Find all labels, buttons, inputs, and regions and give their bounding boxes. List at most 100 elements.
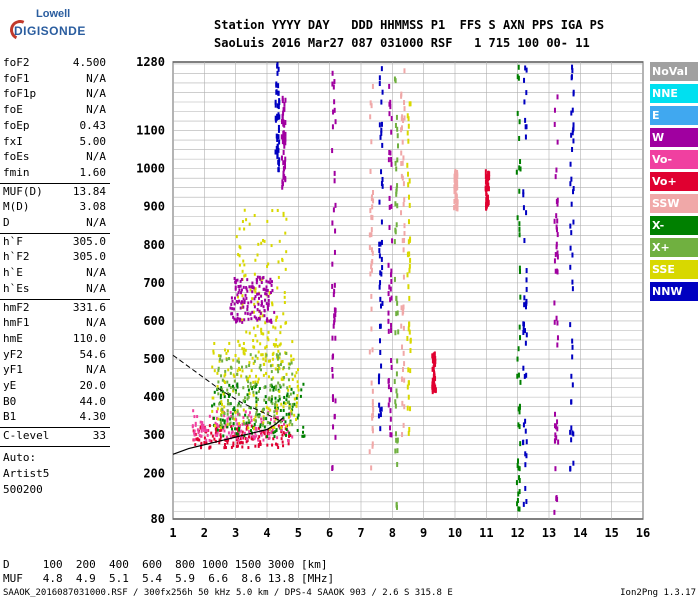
- echo-point: [193, 415, 196, 419]
- echo-point: [569, 161, 572, 167]
- echo-point: [260, 420, 263, 424]
- echo-point: [390, 161, 393, 167]
- echo-point: [369, 208, 372, 214]
- echo-point: [263, 362, 266, 366]
- echo-point: [432, 377, 435, 383]
- echo-point: [194, 432, 197, 436]
- echo-point: [394, 227, 397, 233]
- echo-point: [277, 147, 280, 153]
- echo-point: [248, 222, 251, 226]
- echo-point: [570, 132, 573, 138]
- echo-point: [379, 407, 382, 413]
- echo-point: [250, 300, 253, 304]
- param-label: h`E: [3, 266, 23, 280]
- echo-point: [257, 296, 260, 300]
- echo-point: [241, 318, 244, 322]
- echo-point: [243, 208, 246, 212]
- echo-point: [394, 160, 397, 166]
- y-tick-label: 1100: [136, 124, 165, 138]
- echo-point: [221, 359, 224, 363]
- echo-point: [256, 339, 259, 343]
- echo-point: [262, 415, 265, 419]
- echo-point: [402, 304, 405, 310]
- echo-point: [216, 385, 219, 389]
- echo-point: [217, 424, 220, 428]
- echo-point: [230, 312, 233, 316]
- echo-point: [334, 119, 337, 125]
- echo-point: [286, 394, 289, 398]
- echo-point: [284, 402, 287, 406]
- echo-point: [238, 441, 241, 445]
- param-label: hmF1: [3, 316, 30, 330]
- echo-point: [211, 434, 214, 438]
- echo-point: [257, 444, 260, 448]
- echo-point: [282, 416, 285, 420]
- echo-point: [264, 355, 267, 359]
- echo-point: [403, 100, 406, 106]
- echo-point: [408, 202, 411, 208]
- echo-point: [238, 263, 241, 267]
- echo-point: [276, 355, 279, 359]
- echo-point: [237, 438, 240, 442]
- echo-point: [432, 356, 435, 362]
- echo-point: [236, 316, 239, 320]
- echo-point: [380, 239, 383, 245]
- echo-point: [227, 431, 230, 435]
- echo-point: [277, 275, 280, 279]
- echo-point: [245, 287, 248, 291]
- echo-point: [518, 477, 521, 483]
- echo-point: [275, 411, 278, 415]
- param-value: 4.500: [72, 56, 106, 69]
- echo-point: [242, 415, 245, 419]
- echo-point: [371, 412, 374, 418]
- echo-point: [371, 83, 374, 89]
- echo-point: [402, 422, 405, 428]
- echo-point: [269, 421, 272, 425]
- echo-point: [220, 423, 223, 427]
- echo-point: [515, 169, 518, 175]
- echo-point: [290, 361, 293, 365]
- echo-point: [454, 175, 457, 181]
- echo-point: [211, 365, 214, 369]
- echo-point: [243, 422, 246, 426]
- echo-point: [302, 382, 305, 386]
- echo-point: [296, 380, 299, 384]
- echo-point: [282, 121, 285, 127]
- echo-point: [257, 438, 260, 442]
- echo-point: [283, 140, 286, 146]
- echo-point: [274, 149, 277, 155]
- echo-point: [569, 245, 572, 251]
- echo-point: [253, 359, 256, 363]
- echo-point: [280, 402, 283, 406]
- echo-point: [555, 224, 558, 230]
- echo-point: [522, 321, 525, 327]
- echo-point: [233, 296, 236, 300]
- echo-point: [282, 401, 285, 405]
- echo-point: [249, 385, 252, 389]
- param-row: D N/A: [0, 216, 110, 233]
- echo-point: [407, 367, 410, 373]
- echo-point: [198, 438, 201, 442]
- echo-point: [249, 288, 252, 292]
- echo-point: [258, 309, 261, 313]
- echo-point: [333, 413, 336, 419]
- echo-point: [556, 250, 559, 256]
- echo-point: [201, 421, 204, 425]
- echo-point: [243, 431, 246, 435]
- echo-point: [224, 369, 227, 373]
- header-values: SaoLuis 2016 Mar27 087 031000 RSF 1 715 …: [214, 36, 590, 50]
- echo-point: [333, 170, 336, 176]
- echo-point: [226, 417, 229, 421]
- echo-point: [238, 368, 241, 372]
- echo-point: [259, 423, 262, 427]
- echo-point: [246, 439, 249, 443]
- echo-point: [216, 423, 219, 427]
- echo-point: [400, 323, 403, 329]
- echo-point: [555, 199, 558, 205]
- echo-point: [226, 412, 229, 416]
- echo-point: [371, 204, 374, 210]
- echo-point: [253, 297, 256, 301]
- echo-point: [570, 110, 573, 116]
- x-tick-label: 15: [604, 526, 618, 540]
- echo-point: [572, 431, 575, 437]
